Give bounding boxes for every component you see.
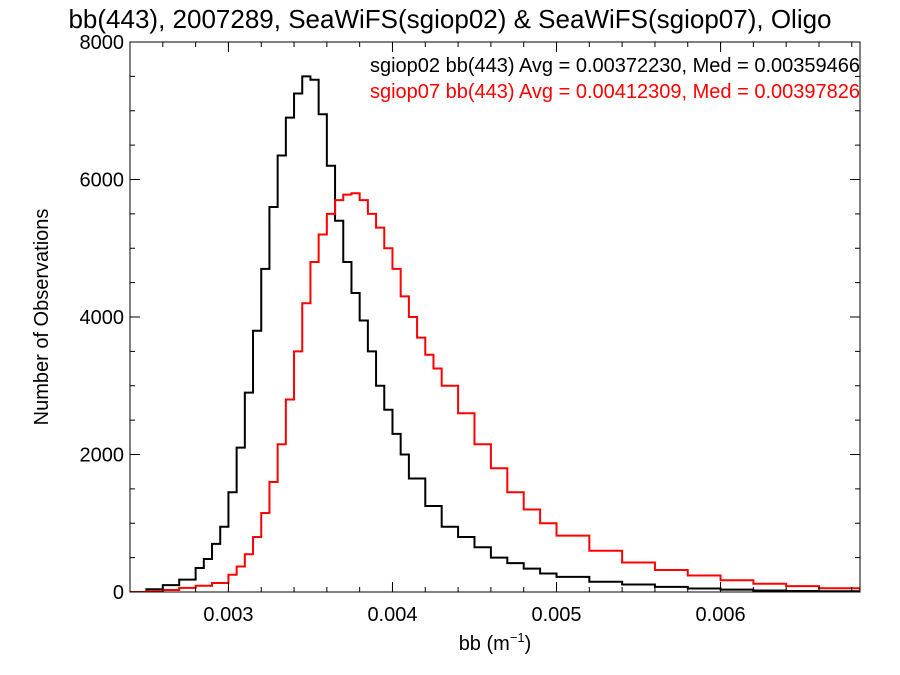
x-axis-label-close: ) — [525, 633, 532, 655]
x-axis-label-main: bb (m — [459, 633, 510, 655]
x-tick-label: 0.006 — [696, 604, 746, 626]
legend: sgiop02 bb(443) Avg = 0.00372230, Med = … — [370, 55, 860, 103]
series-1-line — [130, 75, 860, 592]
legend-entry-2: sgiop07 bb(443) Avg = 0.00412309, Med = … — [370, 81, 860, 103]
x-axis-label-exponent: −1 — [510, 630, 525, 645]
axis-layer: 0.003 0.004 0.005 0.006 0 2000 4000 6000 8000 — [80, 32, 860, 626]
y-tick-label: 2000 — [80, 445, 125, 467]
y-tick-label: 0 — [113, 582, 124, 604]
y-tick-label: 8000 — [80, 32, 125, 54]
series-layer — [130, 75, 860, 592]
series-2-line — [130, 192, 860, 592]
x-axis-label: bb (m−1) — [459, 630, 532, 655]
y-axis-label: Number of Observations — [31, 209, 53, 426]
x-tick-label: 0.003 — [203, 604, 253, 626]
legend-entry-1: sgiop02 bb(443) Avg = 0.00372230, Med = … — [370, 55, 860, 77]
chart-title: bb(443), 2007289, SeaWiFS(sgiop02) & Sea… — [68, 4, 831, 34]
x-tick-label: 0.004 — [367, 604, 417, 626]
x-tick-label: 0.005 — [531, 604, 581, 626]
y-tick-label: 4000 — [80, 307, 125, 329]
y-tick-label: 6000 — [80, 170, 125, 192]
